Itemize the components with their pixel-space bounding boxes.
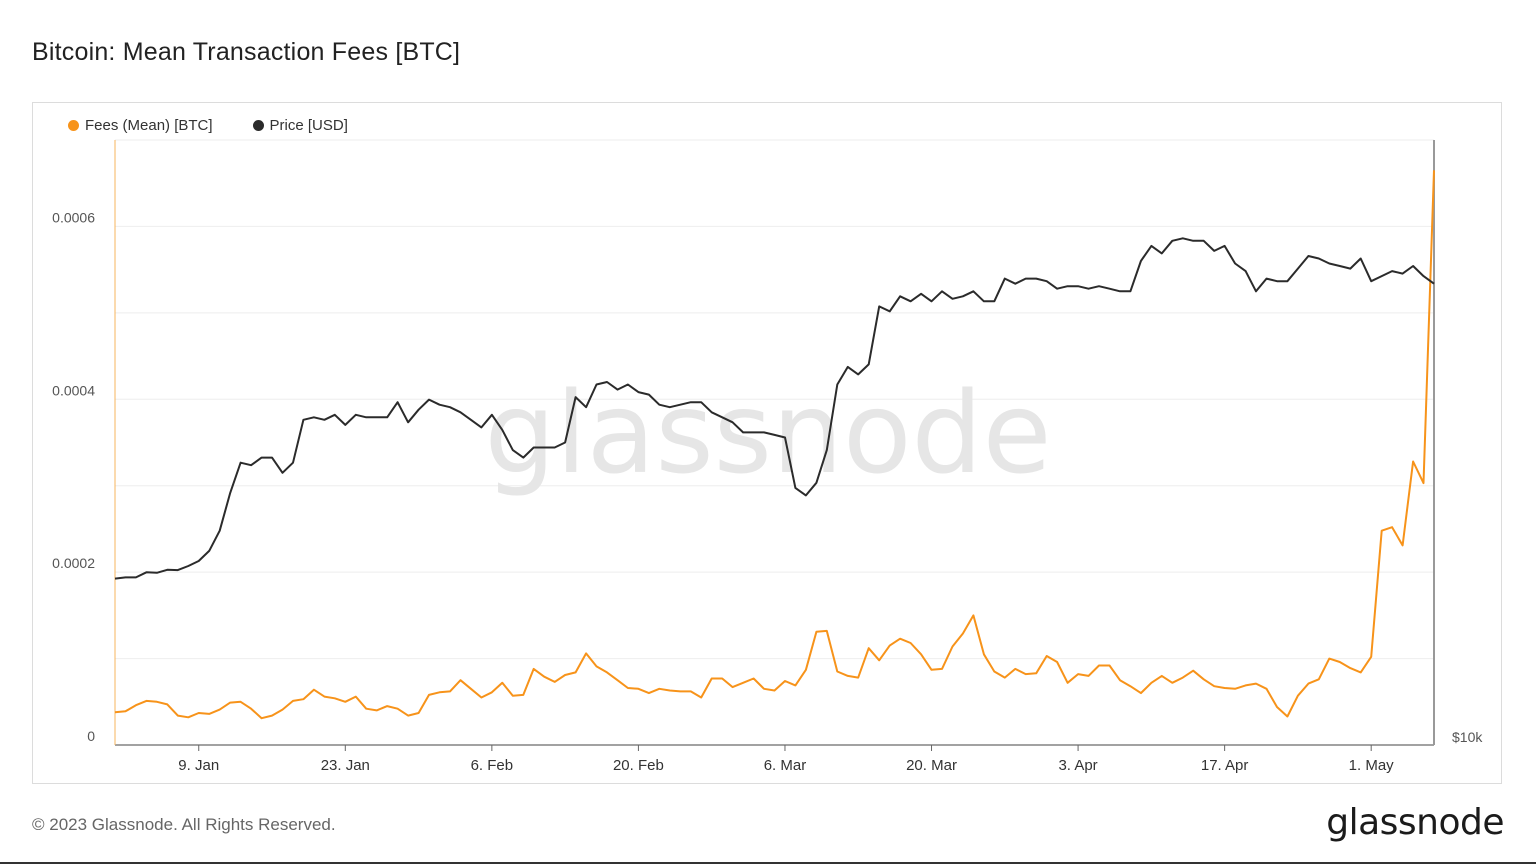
legend-label-price: Price [USD] <box>269 117 348 134</box>
legend-dot-price <box>252 120 264 131</box>
x-tick-label: 17. Apr <box>1201 757 1249 774</box>
grid-layer <box>115 139 1434 660</box>
labels-layer: 0 0.0002 0.0004 0.0006 $10k 9. Jan 23. Jan 6. F… <box>52 209 1483 774</box>
y-tick-label: 0.0002 <box>52 555 95 571</box>
x-tick-label: 9. Jan <box>178 757 219 774</box>
bottom-rule <box>0 862 1536 864</box>
legend-dot-fees <box>68 120 79 131</box>
y-right-tick-label: $10k <box>1452 729 1483 745</box>
x-tick-label: 20. Feb <box>613 757 664 774</box>
axes-layer <box>114 140 1435 751</box>
copyright-text: © 2023 Glassnode. All Rights Reserved. <box>32 815 336 834</box>
y-tick-label: 0.0006 <box>52 209 95 225</box>
legend-item-fees[interactable]: Fees (Mean) [BTC] <box>68 117 213 134</box>
legend: Fees (Mean) [BTC] Price [USD] <box>68 117 348 134</box>
glassnode-logo[interactable]: glassnode <box>1326 802 1504 843</box>
y-tick-label: 0.0004 <box>52 382 95 398</box>
x-tick-label: 1. May <box>1349 757 1395 774</box>
x-tick-label: 20. Mar <box>906 757 957 774</box>
fees-series-line <box>114 170 1435 720</box>
chart-frame <box>32 102 1502 784</box>
y-tick-label: 0 <box>87 728 95 744</box>
x-tick-label: 6. Feb <box>471 757 514 774</box>
x-tick-label: 6. Mar <box>764 757 807 774</box>
x-tick-label: 23. Jan <box>321 757 370 774</box>
x-tick-label: 3. Apr <box>1058 757 1097 774</box>
chart-title: Bitcoin: Mean Transaction Fees [BTC] <box>32 38 461 66</box>
price-series-line <box>114 237 1435 580</box>
legend-label-fees: Fees (Mean) [BTC] <box>85 117 213 134</box>
series-layer <box>114 170 1435 720</box>
legend-item-price[interactable]: Price [USD] <box>252 117 348 134</box>
